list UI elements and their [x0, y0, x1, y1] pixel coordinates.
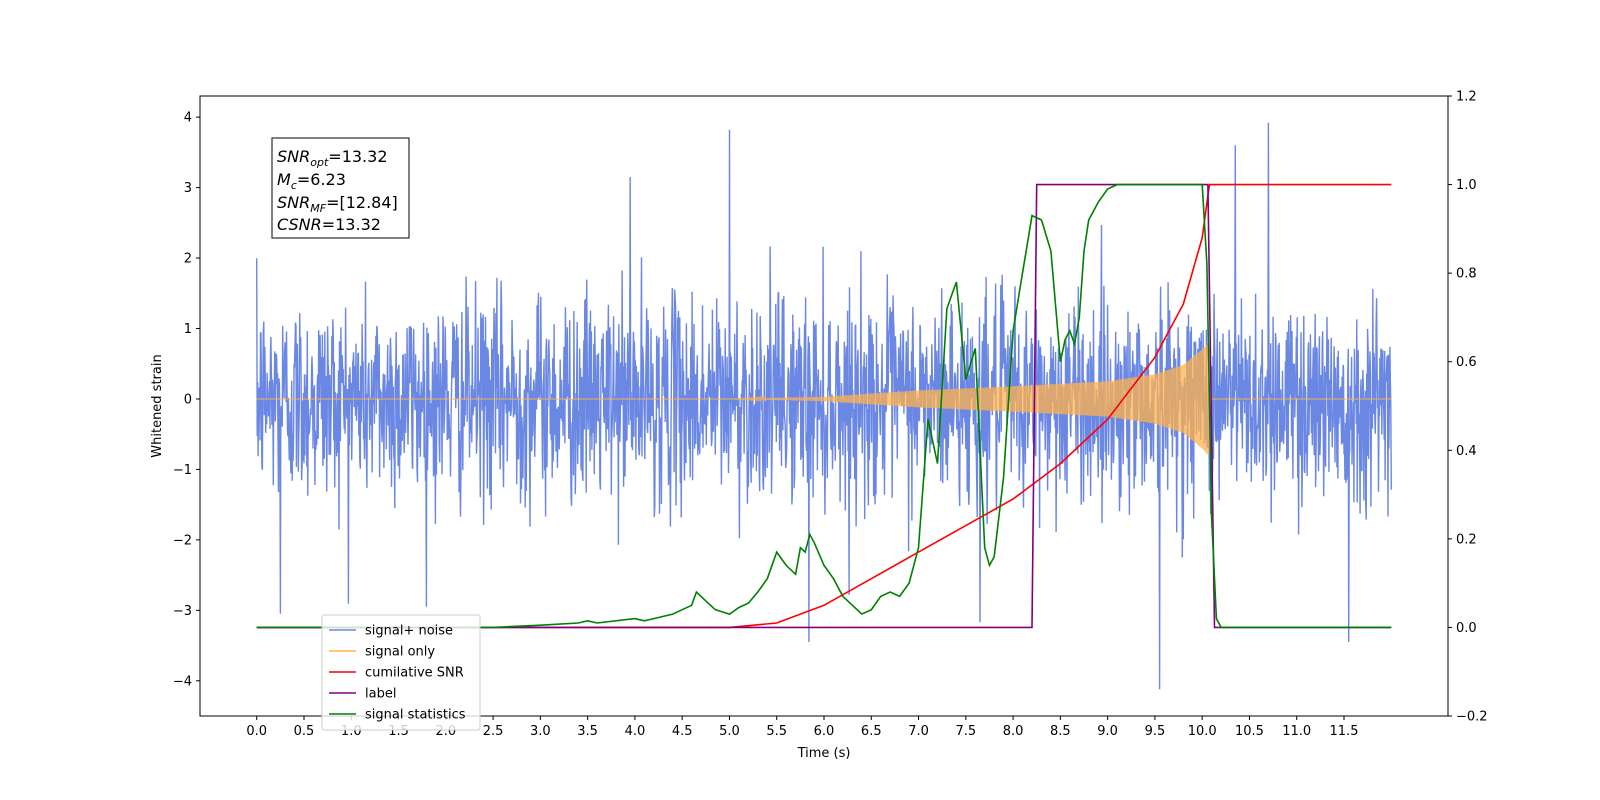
y-left-tick-label: 4: [184, 111, 192, 126]
legend-item: signal+ noise: [329, 624, 453, 639]
plot-area: [256, 122, 1392, 690]
annotation-snr-mf: SNRMF=[12.84]: [277, 193, 398, 215]
x-tick-label: 6.5: [861, 724, 882, 739]
y-right-tick-label: 0.2: [1456, 532, 1477, 547]
y-right-tick-label: 0.8: [1456, 267, 1477, 282]
y-right-tick-label: 0.4: [1456, 444, 1477, 459]
x-tick-label: 8.0: [1003, 724, 1024, 739]
y-right-tick-label: −0.2: [1456, 710, 1488, 725]
series-cumilative-snr: [256, 183, 1392, 629]
legend-frame: [321, 614, 481, 731]
x-tick-label: 0.0: [246, 724, 267, 739]
x-tick-label: 3.0: [530, 724, 551, 739]
line-cumilative-snr: [256, 183, 1392, 629]
y-left-tick-label: −1: [173, 463, 192, 478]
annotation-mc: Mc=6.23: [277, 170, 346, 192]
x-tick-label: 9.5: [1145, 724, 1166, 739]
annotation-box: SNRopt=13.32 Mc=6.23 SNRMF=[12.84] CSNR=…: [271, 137, 410, 239]
legend-item: label: [329, 687, 396, 702]
legend-label: signal statistics: [365, 708, 466, 723]
y-axis-right: −0.2 0.0 0.2 0.4 0.6 0.8 1.0 1.2: [1448, 90, 1488, 725]
legend-label: signal only: [365, 645, 435, 660]
x-tick-label: 9.0: [1097, 724, 1118, 739]
y-right-tick-label: 0.6: [1456, 355, 1477, 370]
x-tick-label: 5.0: [719, 724, 740, 739]
x-tick-label: 7.5: [955, 724, 976, 739]
x-tick-label: 5.5: [766, 724, 787, 739]
x-tick-label: 11.5: [1330, 724, 1359, 739]
legend-label: cumilative SNR: [365, 666, 464, 681]
line-signal-statistics: [256, 183, 1392, 629]
series-signal-only: [256, 343, 1392, 456]
y-left-tick-label: 3: [184, 181, 192, 196]
x-tick-label: 3.5: [577, 724, 598, 739]
y-left-tick-label: −2: [173, 533, 192, 548]
annotation-snr-opt: SNRopt=13.32: [277, 147, 388, 169]
x-tick-label: 4.5: [672, 724, 693, 739]
y-right-tick-label: 1.0: [1456, 178, 1477, 193]
x-tick-label: 10.5: [1235, 724, 1264, 739]
y-right-tick-label: 0.0: [1456, 621, 1477, 636]
x-tick-label: 11.0: [1282, 724, 1311, 739]
y-left-tick-label: −3: [173, 604, 192, 619]
x-tick-label: 10.0: [1188, 724, 1217, 739]
line-signal-only: [256, 343, 1392, 456]
y-left-tick-label: 0: [184, 392, 192, 407]
annotation-csnr: CSNR=13.32: [277, 215, 381, 234]
y-left-tick-label: −4: [173, 674, 192, 689]
series-signal-statistics: [256, 183, 1392, 629]
y-left-tick-label: 2: [184, 252, 192, 267]
legend-label: label: [365, 687, 396, 702]
legend-label: signal+ noise: [365, 624, 453, 639]
x-tick-label: 0.5: [294, 724, 315, 739]
legend-item: cumilative SNR: [329, 666, 464, 681]
x-axis-label: Time (s): [797, 746, 851, 761]
y-right-tick-label: 1.2: [1456, 90, 1477, 105]
x-tick-label: 2.5: [483, 724, 504, 739]
x-tick-label: 6.0: [814, 724, 835, 739]
y-axis-label: Whitened strain: [150, 354, 165, 457]
series-signal-noise: [256, 122, 1392, 690]
plot-frame: [199, 95, 1449, 717]
legend-item: signal statistics: [329, 708, 466, 723]
legend-item: signal only: [329, 645, 435, 660]
x-tick-label: 7.0: [908, 724, 929, 739]
x-tick-label: 8.5: [1050, 724, 1071, 739]
legend: signal+ noise signal only cumilative SNR la…: [321, 614, 481, 731]
line-signal-noise: [256, 122, 1392, 690]
y-left-tick-label: 1: [184, 322, 192, 337]
x-tick-label: 4.0: [625, 724, 646, 739]
y-axis-left: −4 −3 −2 −1 0 1 2 3 4: [173, 111, 200, 689]
